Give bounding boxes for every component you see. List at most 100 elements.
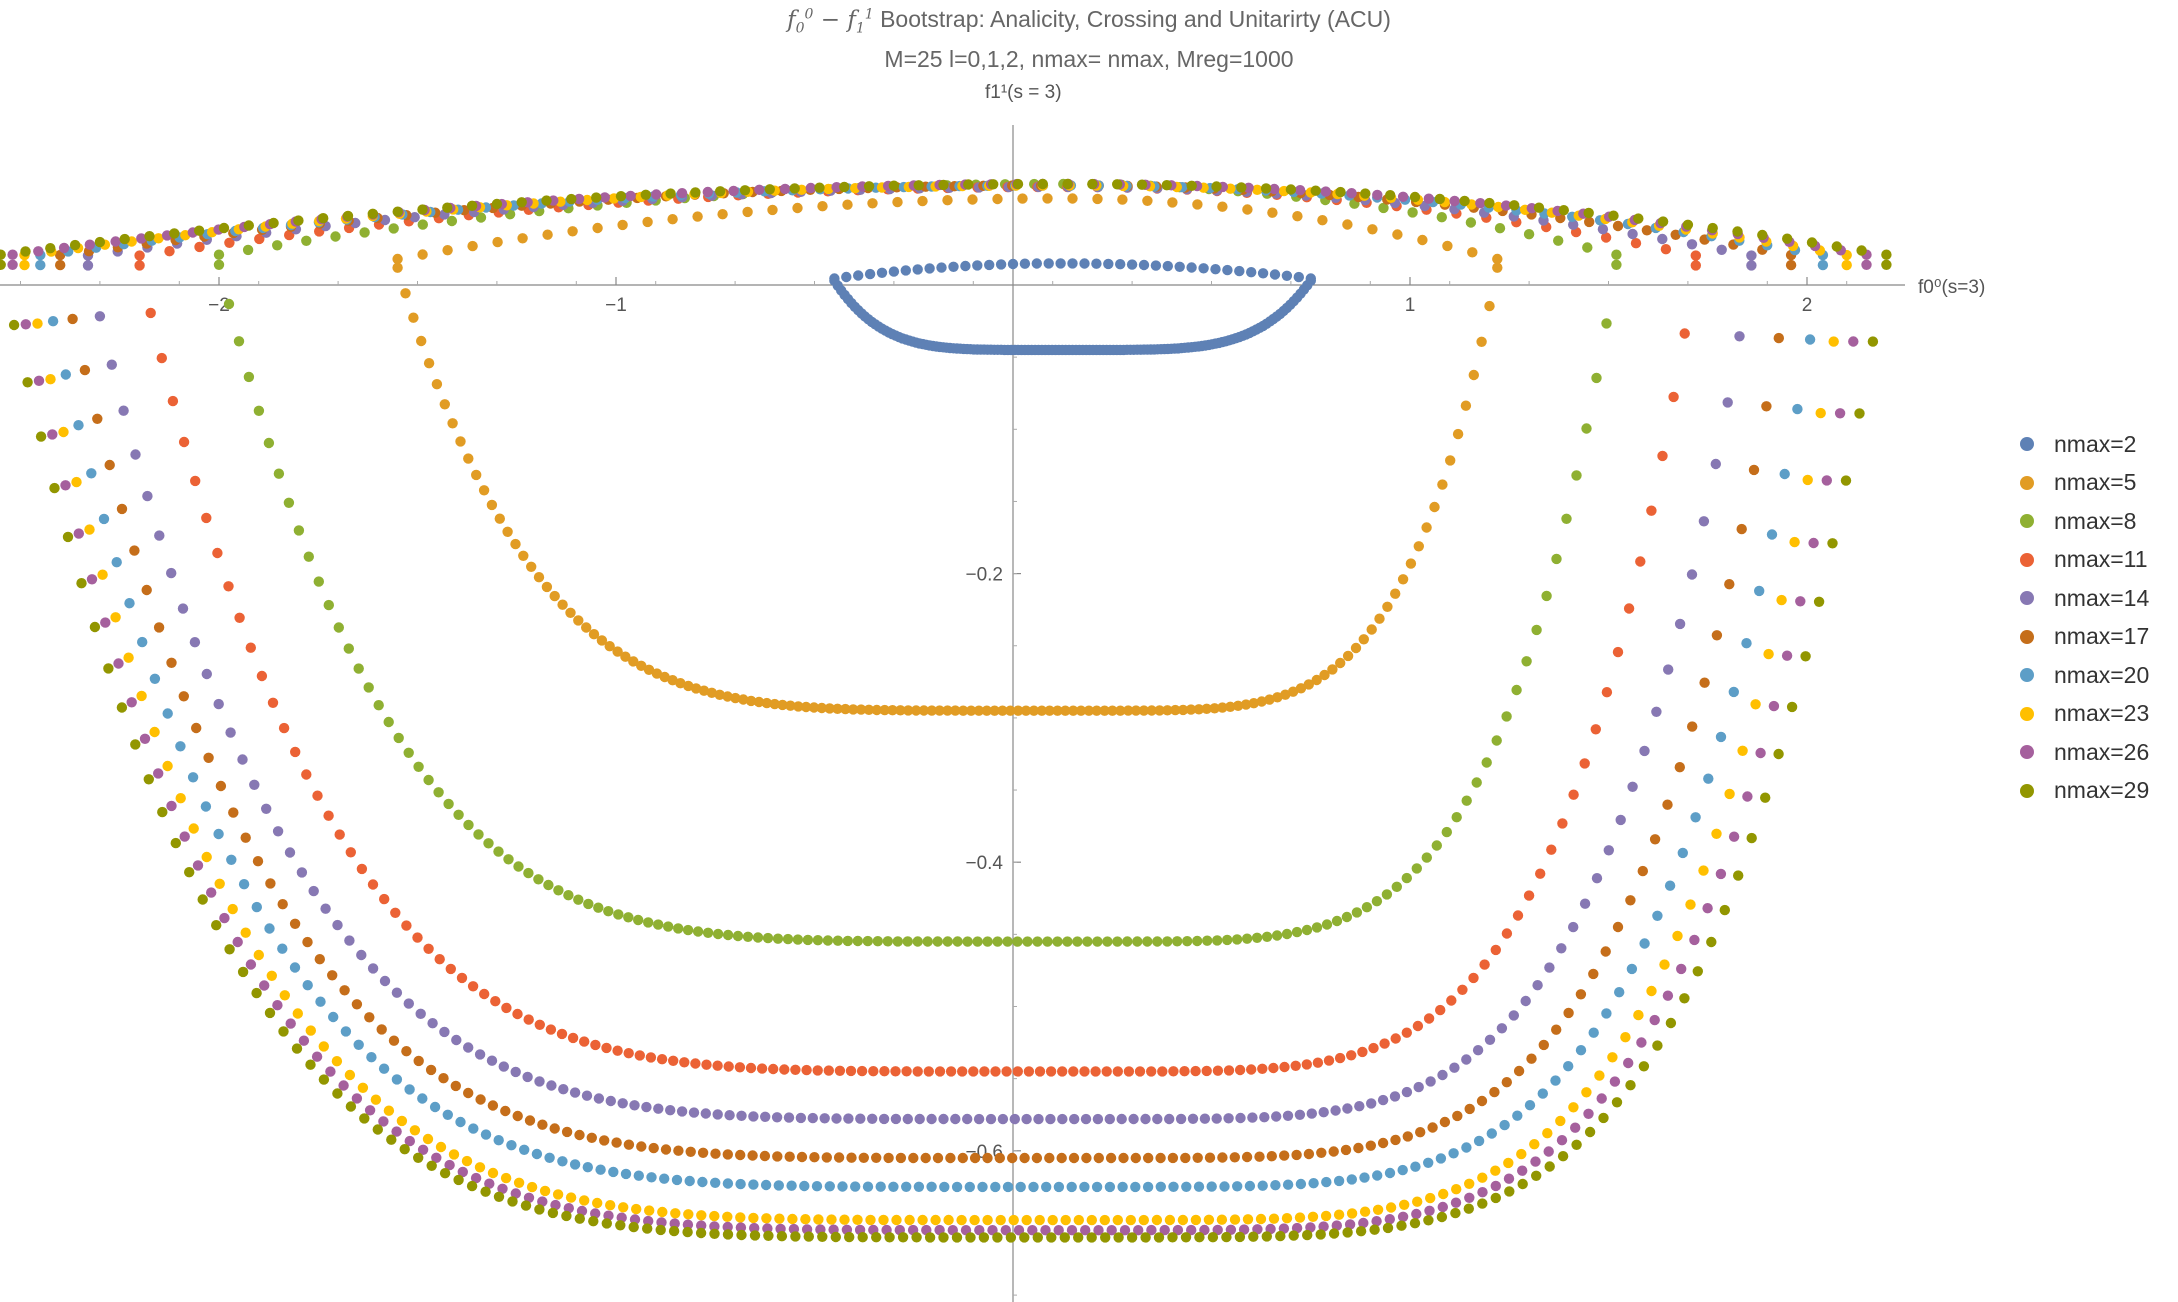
point-nmax=8 [942,936,953,947]
point-nmax=26 [1119,1225,1131,1236]
point-nmax=8 [1611,259,1622,270]
point-nmax=5 [541,581,553,593]
point-nmax=20 [1473,1135,1485,1147]
point-nmax=11 [1412,1020,1424,1032]
point-nmax=26 [470,1172,482,1184]
point-nmax=20 [1066,1181,1077,1193]
point-nmax=8 [417,219,428,230]
point-nmax=14 [1116,1113,1127,1125]
point-nmax=5 [926,705,937,716]
point-nmax=8 [1281,928,1293,940]
point-nmax=17 [450,1080,461,1092]
point-nmax=29 [1813,596,1825,607]
point-nmax=11 [990,1066,1001,1077]
point-nmax=29 [1385,190,1396,201]
point-nmax=11 [823,1065,834,1076]
point-nmax=11 [1368,1042,1379,1054]
point-nmax=29 [1533,202,1545,213]
point-nmax=5 [1201,703,1212,714]
point-nmax=11 [1630,238,1642,249]
point-nmax=11 [1357,1046,1368,1058]
point-nmax=2 [984,259,995,271]
point-nmax=17 [1031,1152,1043,1164]
point-nmax=17 [1575,989,1587,1000]
point-nmax=23 [800,1214,811,1225]
point-nmax=17 [1501,1077,1513,1088]
point-nmax=20 [149,673,161,684]
point-nmax=20 [1461,1142,1472,1153]
point-nmax=29 [863,181,875,192]
legend-item: nmax=14 [2020,579,2149,618]
point-nmax=11 [134,250,145,261]
point-nmax=20 [582,1162,593,1173]
point-nmax=5 [1367,224,1378,235]
legend: nmax=2 nmax=5 nmax=8 nmax=11 nmax=14 nmax=17 n… [2020,425,2149,810]
point-nmax=20 [977,1181,988,1193]
point-nmax=11 [164,246,175,257]
point-nmax=2 [853,270,864,281]
point-nmax=29 [992,1232,1003,1243]
point-nmax=8 [1271,930,1283,941]
point-nmax=23 [1815,407,1826,419]
point-nmax=20 [811,1181,823,1192]
point-nmax=29 [1558,205,1570,216]
point-nmax=23 [1372,1204,1384,1216]
point-nmax=29 [1019,1232,1030,1243]
point-nmax=5 [792,202,803,214]
point-nmax=8 [263,437,275,449]
point-nmax=23 [1294,1212,1306,1223]
point-nmax=8 [1222,934,1233,946]
point-nmax=14 [1187,1113,1199,1125]
point-nmax=17 [1204,1152,1216,1163]
point-nmax=29 [62,531,74,543]
point-nmax=14 [795,1112,807,1124]
point-nmax=2 [1293,271,1305,283]
point-nmax=20 [238,879,250,890]
point-nmax=23 [461,1155,473,1167]
point-nmax=8 [1461,795,1472,806]
point-nmax=8 [1082,936,1093,947]
legend-item: nmax=11 [2020,541,2149,580]
point-nmax=5 [1123,705,1134,716]
point-nmax=29 [566,193,577,205]
point-nmax=11 [612,1045,623,1056]
point-nmax=29 [94,236,106,248]
point-nmax=5 [463,453,474,464]
point-nmax=29 [1557,1151,1569,1162]
point-nmax=26 [351,1093,363,1104]
point-nmax=8 [1192,935,1203,947]
point-nmax=8 [972,936,983,947]
point-nmax=11 [1423,1013,1435,1024]
point-nmax=8 [842,935,853,947]
point-nmax=29 [1827,538,1838,549]
point-nmax=8 [1471,777,1482,788]
point-nmax=23 [279,990,290,1001]
point-nmax=14 [1722,397,1733,408]
point-nmax=11 [224,237,235,248]
point-nmax=26 [33,375,45,386]
point-nmax=11 [1668,391,1679,403]
point-nmax=5 [934,705,945,716]
point-nmax=2 [1186,262,1197,273]
point-nmax=17 [215,780,227,792]
point-nmax=8 [1301,924,1313,936]
point-nmax=5 [1295,683,1307,694]
point-nmax=8 [1102,936,1113,947]
point-nmax=17 [1229,1152,1241,1163]
point-nmax=11 [356,863,368,875]
point-nmax=26 [1066,1225,1078,1236]
point-nmax=11 [1268,1062,1279,1074]
point-nmax=26 [1080,1225,1091,1236]
point-nmax=17 [1625,895,1636,906]
point-nmax=11 [1601,687,1613,698]
point-nmax=20 [1588,1027,1599,1038]
point-nmax=23 [253,949,264,961]
point-nmax=20 [251,901,262,913]
point-nmax=26 [7,259,18,270]
point-nmax=29 [1342,1227,1353,1238]
point-nmax=23 [1646,985,1657,997]
point-nmax=14 [320,903,331,914]
point-nmax=29 [1236,182,1247,193]
point-nmax=17 [1365,1140,1377,1151]
point-nmax=8 [1381,889,1393,900]
